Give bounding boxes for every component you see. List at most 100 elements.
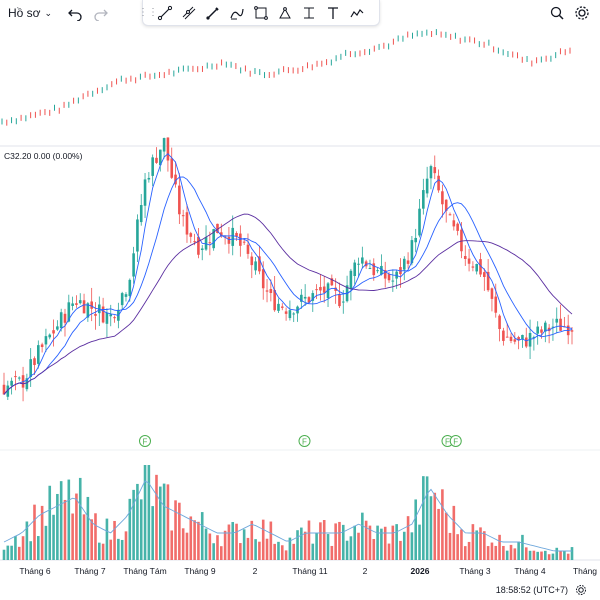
candle-body bbox=[75, 303, 78, 305]
fixed-range-icon[interactable] bbox=[297, 2, 321, 24]
volume-bar bbox=[566, 553, 570, 560]
candle-body bbox=[29, 359, 32, 377]
volume-bar bbox=[67, 479, 71, 560]
clock-label: 18:58:52 (UTC+7) bbox=[495, 585, 568, 595]
volume-bar bbox=[429, 496, 433, 560]
candle-body bbox=[105, 312, 109, 324]
volume-bar bbox=[166, 484, 170, 560]
candle-body bbox=[136, 219, 139, 252]
x-tick-label: Tháng bbox=[573, 566, 597, 576]
volume-bar bbox=[239, 543, 242, 560]
candle-body bbox=[494, 296, 498, 313]
candle-body bbox=[444, 199, 448, 211]
candle-body bbox=[372, 263, 376, 276]
path-icon[interactable] bbox=[273, 2, 297, 24]
candle-body bbox=[33, 358, 36, 366]
forecast-icon[interactable] bbox=[345, 2, 369, 24]
candle-body bbox=[193, 241, 196, 243]
volume-bar bbox=[341, 524, 345, 560]
volume-bar bbox=[231, 522, 235, 560]
volume-bar bbox=[33, 504, 36, 560]
volume-bar bbox=[372, 538, 376, 560]
candle-body bbox=[410, 240, 414, 264]
volume-bar bbox=[540, 551, 543, 560]
candle-body bbox=[315, 289, 318, 291]
volume-bar bbox=[410, 532, 414, 560]
candle-body bbox=[216, 223, 219, 234]
candle-body bbox=[498, 315, 501, 330]
volume-bar bbox=[380, 528, 383, 560]
volume-bar bbox=[14, 535, 17, 560]
volume-bar bbox=[563, 550, 566, 560]
candle-body bbox=[212, 229, 215, 249]
x-tick-label: 2 bbox=[253, 566, 258, 576]
pen-brush-icon[interactable] bbox=[201, 2, 225, 24]
candle-body bbox=[448, 214, 452, 216]
volume-bar bbox=[311, 543, 315, 560]
text-icon[interactable] bbox=[321, 2, 345, 24]
candle-body bbox=[467, 258, 471, 264]
candle-body bbox=[78, 300, 82, 304]
x-tick-label: 2026 bbox=[411, 566, 430, 576]
rectangle-icon[interactable] bbox=[249, 2, 273, 24]
candle-body bbox=[300, 294, 303, 302]
volume-bar bbox=[6, 545, 10, 560]
moving-average-medium bbox=[3, 176, 573, 395]
volume-bar bbox=[494, 545, 498, 560]
curve-icon[interactable] bbox=[225, 2, 249, 24]
redo-icon[interactable] bbox=[92, 4, 110, 22]
gear-icon[interactable] bbox=[574, 583, 588, 597]
profile-label: Hồ sơ bbox=[8, 6, 41, 20]
candle-body bbox=[235, 233, 238, 237]
volume-bar bbox=[178, 502, 181, 560]
undo-icon[interactable] bbox=[66, 4, 84, 22]
volume-bar bbox=[185, 532, 189, 560]
channel-icon[interactable] bbox=[177, 2, 201, 24]
candle-body bbox=[231, 227, 235, 246]
candle-body bbox=[147, 177, 151, 180]
volume-bar bbox=[151, 506, 154, 560]
candle-body bbox=[513, 339, 517, 342]
candle-body bbox=[319, 287, 322, 291]
event-marker-label: F bbox=[445, 438, 450, 447]
gear-icon[interactable] bbox=[573, 4, 591, 22]
volume-bar bbox=[155, 474, 158, 560]
candle-body bbox=[307, 297, 311, 303]
volume-bar bbox=[395, 524, 398, 560]
x-tick-label: Tháng 3 bbox=[459, 566, 490, 576]
candle-body bbox=[197, 236, 200, 255]
volume-bar bbox=[406, 516, 410, 560]
volume-bar bbox=[101, 543, 105, 560]
volume-bar bbox=[521, 534, 524, 560]
event-marker bbox=[298, 435, 311, 447]
candle-body bbox=[536, 326, 539, 334]
volume-bar bbox=[120, 539, 124, 560]
volume-bar bbox=[399, 540, 402, 560]
candle-body bbox=[139, 205, 143, 223]
candle-body bbox=[551, 326, 555, 328]
candle-body bbox=[326, 283, 330, 298]
drag-handle-icon[interactable]: ⋮⋮ bbox=[138, 7, 158, 18]
candle-body bbox=[48, 334, 52, 338]
candle-body bbox=[101, 306, 105, 323]
candle-body bbox=[181, 215, 185, 217]
volume-bar bbox=[547, 554, 551, 560]
candle-body bbox=[10, 380, 13, 386]
profile-selector[interactable]: Hồ sơ ⌄ bbox=[8, 4, 52, 22]
magic-search-icon[interactable] bbox=[548, 4, 566, 22]
volume-bar bbox=[98, 542, 101, 560]
overview-panel bbox=[1, 29, 571, 126]
volume-bar bbox=[193, 520, 196, 560]
candle-body bbox=[6, 385, 10, 397]
volume-bar bbox=[158, 486, 162, 560]
volume-bar bbox=[216, 535, 219, 560]
volume-bar bbox=[353, 525, 357, 560]
trend-line-icon[interactable] bbox=[153, 2, 177, 24]
drawing-toolbox: ⋮⋮ bbox=[138, 0, 380, 26]
volume-bar bbox=[536, 551, 539, 560]
volume-bar bbox=[227, 524, 231, 560]
candle-body bbox=[170, 158, 174, 178]
volume-bar bbox=[254, 539, 257, 560]
